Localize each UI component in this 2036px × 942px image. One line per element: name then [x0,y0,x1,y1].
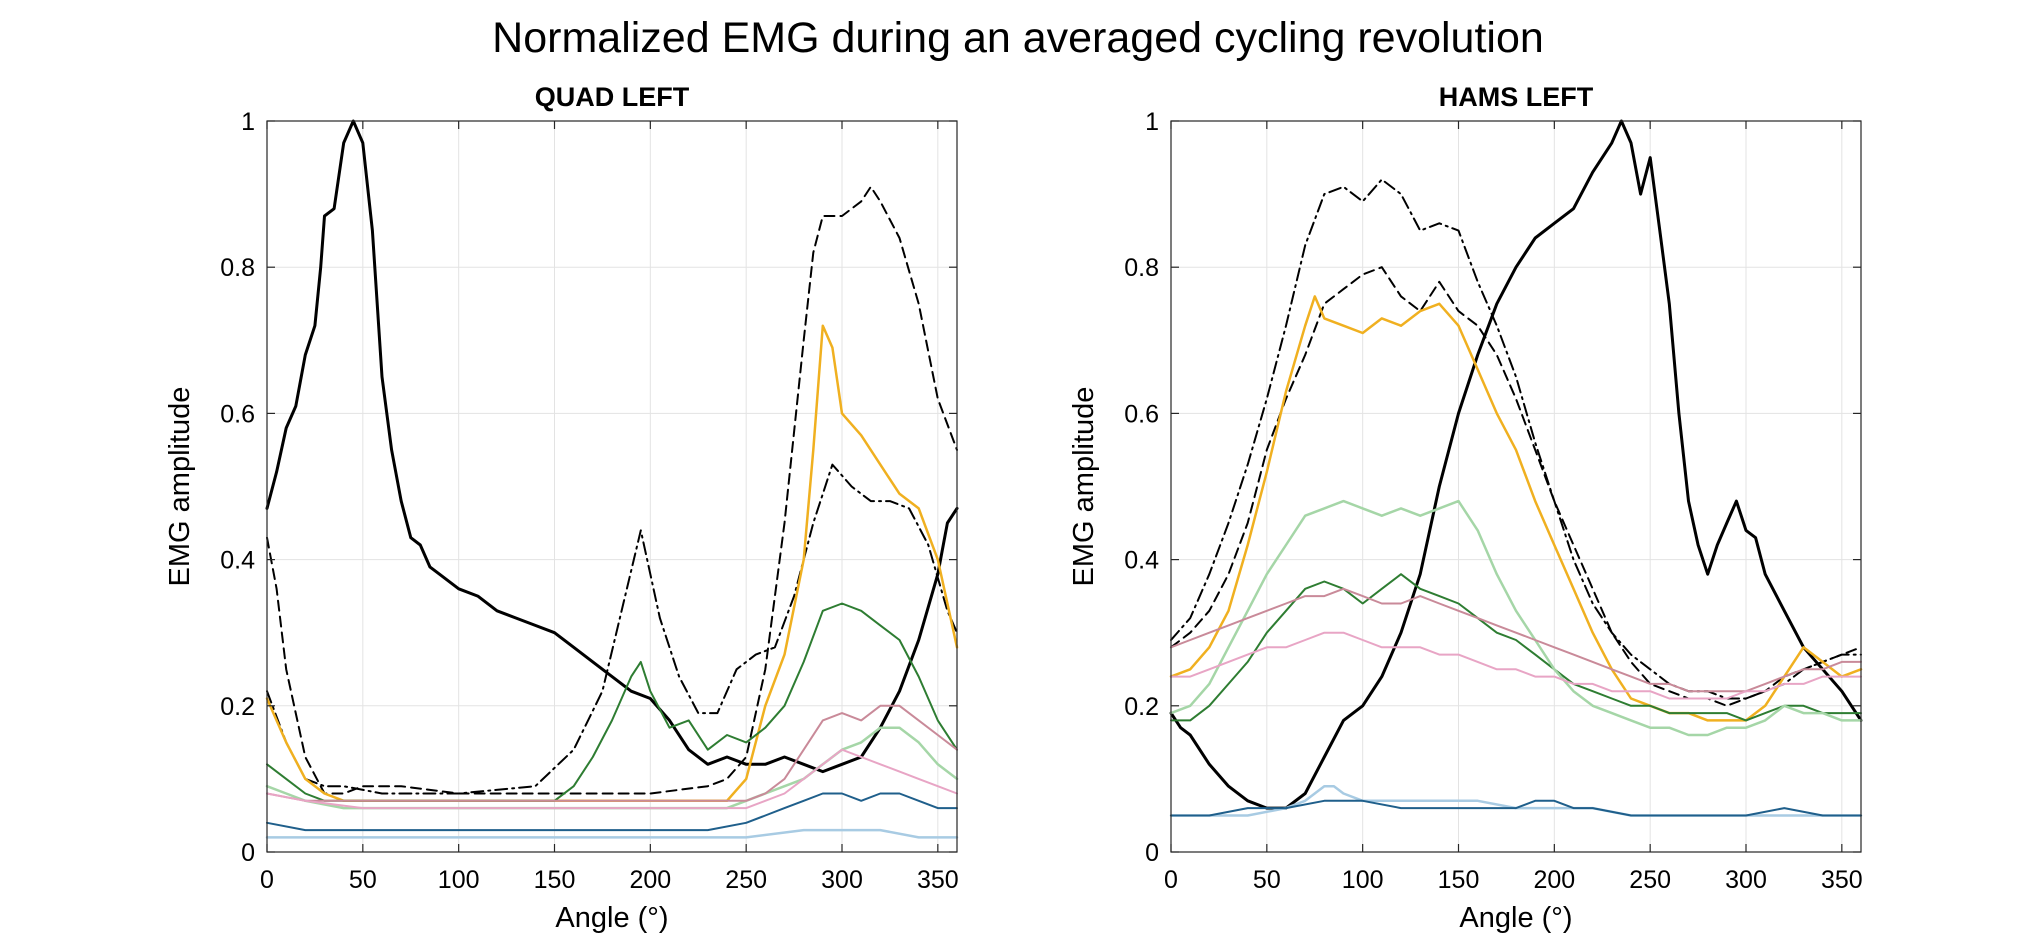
series-line-9 [266,792,958,832]
panel-title: QUAD LEFT [535,82,690,112]
series-line-8 [266,748,958,810]
x-tick-label: 200 [629,866,671,894]
series-line-7 [266,704,958,802]
x-tick-label: 50 [1253,866,1281,894]
plot-area [267,121,957,852]
series-line-4 [265,324,959,803]
axes-box [1170,120,1862,853]
series-line-1 [265,119,959,774]
x-axis-label: Angle (°) [555,902,668,934]
x-tick-label: 0 [260,866,274,894]
x-tick-label: 150 [534,866,576,894]
chart-panel-hams-left: 0 50 100 150 200 250 300 350 0 0.2 0.4 0.6 0.8 1 HAMS … [1068,82,1863,934]
series-line-10 [1170,799,1862,817]
x-tick-label: 100 [438,866,480,894]
x-tick-label: 250 [1629,866,1671,894]
series-line-8 [1170,631,1862,700]
x-tick-label: 100 [1342,866,1384,894]
x-tick-label: 350 [917,866,959,894]
y-tick-label: 0.6 [1124,400,1159,428]
series-line-4 [1169,295,1863,722]
y-tick-label: 1 [1145,108,1159,136]
x-tick-label: 350 [1821,866,1863,894]
y-tick-label: 0.2 [1124,693,1159,721]
y-tick-label: 0.8 [220,254,255,282]
y-axis-label: EMG amplitude [1068,387,1100,587]
x-tick-label: 200 [1533,866,1575,894]
series-line-6 [1169,499,1863,737]
x-tick-label: 250 [725,866,767,894]
plot-area [1171,121,1861,852]
y-tick-label: 0.4 [1124,547,1159,575]
y-tick-label: 0.2 [220,693,255,721]
y-tick-label: 0 [241,839,255,867]
figure-title: Normalized EMG during an averaged cyclin… [492,14,1544,62]
y-axis-label: EMG amplitude [164,387,196,587]
chart-panel-quad-left: 0 50 100 150 200 250 300 350 0 0.2 0.4 0.6 0.8 1 QUAD … [164,82,959,934]
y-tick-label: 1 [241,108,255,136]
series-line-3 [266,463,958,795]
panel-title: HAMS LEFT [1439,82,1594,112]
series-line-5 [1170,573,1862,722]
x-tick-label: 300 [1725,866,1767,894]
axes-box [266,120,958,853]
y-tick-label: 0.4 [220,547,255,575]
x-tick-label: 150 [1438,866,1480,894]
y-tick-label: 0 [1145,839,1159,867]
x-tick-label: 50 [349,866,377,894]
series-line-3 [1170,178,1862,700]
series-line-1 [1169,119,1863,810]
x-tick-label: 300 [821,866,863,894]
series-line-10 [265,828,959,839]
x-axis-label: Angle (°) [1459,902,1572,934]
y-tick-label: 0.6 [220,400,255,428]
x-tick-label: 0 [1164,866,1178,894]
y-tick-label: 0.8 [1124,254,1159,282]
series-line-2 [266,185,958,795]
